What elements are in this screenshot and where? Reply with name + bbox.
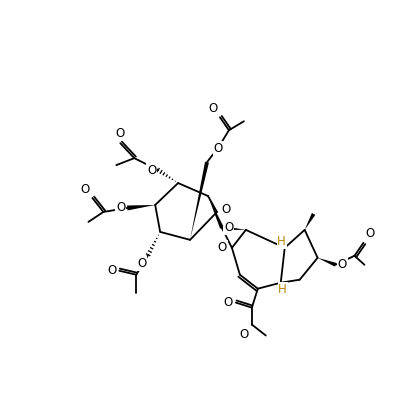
Text: O: O bbox=[218, 241, 227, 254]
Text: O: O bbox=[116, 127, 125, 140]
Text: O: O bbox=[116, 201, 125, 214]
Text: O: O bbox=[224, 296, 233, 309]
Polygon shape bbox=[317, 258, 336, 267]
Text: O: O bbox=[209, 102, 218, 115]
Text: O: O bbox=[147, 164, 156, 177]
Text: O: O bbox=[137, 257, 146, 270]
Text: O: O bbox=[213, 142, 223, 155]
Polygon shape bbox=[127, 205, 155, 211]
Text: O: O bbox=[80, 183, 89, 196]
Text: O: O bbox=[240, 327, 249, 340]
Text: H: H bbox=[278, 283, 287, 296]
Text: O: O bbox=[337, 258, 347, 271]
Text: O: O bbox=[224, 221, 233, 234]
Text: H: H bbox=[277, 235, 286, 248]
Polygon shape bbox=[305, 213, 315, 230]
Text: O: O bbox=[107, 264, 116, 277]
Text: O: O bbox=[221, 203, 230, 216]
Polygon shape bbox=[190, 162, 209, 240]
Polygon shape bbox=[208, 196, 224, 229]
Text: O: O bbox=[365, 227, 375, 240]
Polygon shape bbox=[222, 226, 246, 230]
